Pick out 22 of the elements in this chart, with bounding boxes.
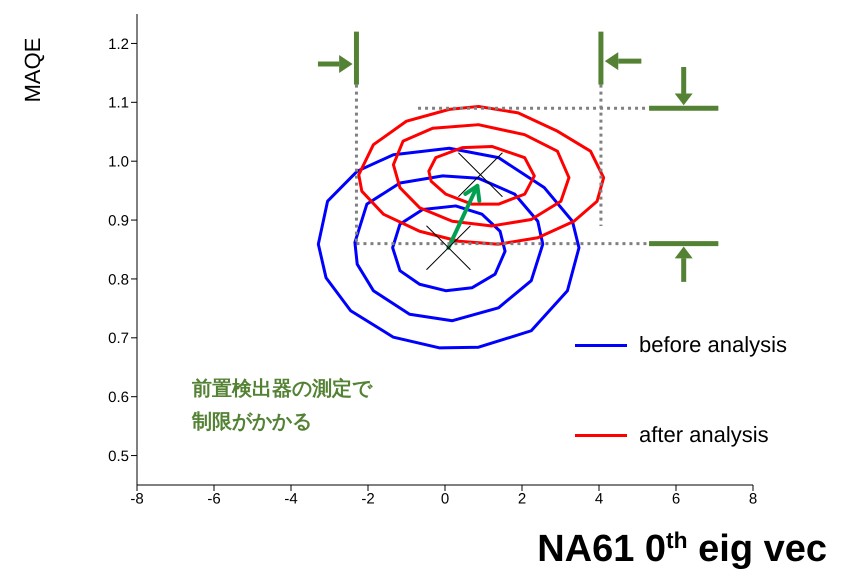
x-tick-label: 8 [748, 490, 758, 508]
y-tick-label: 0.8 [108, 271, 129, 288]
y-tick-label: 0.9 [108, 212, 129, 230]
annotation: before analysis [639, 332, 787, 358]
x-tick-label: 4 [594, 490, 604, 508]
x-tick-label: -2 [361, 490, 375, 508]
y-tick-label: 1.0 [108, 154, 129, 171]
y-tick-label: 0.5 [108, 448, 129, 465]
x-tick-label: -6 [207, 490, 221, 508]
y-axis-title: MAQE [20, 38, 45, 102]
x-axis-title: NA61 0$^{th}$ eig vec [537, 527, 827, 570]
annotation: after analysis [639, 422, 769, 448]
y-tick-label: 0.7 [108, 330, 129, 348]
x-tick-label: -8 [130, 490, 144, 508]
x-tick-label: 0 [440, 490, 450, 508]
x-tick-label: 6 [672, 490, 680, 508]
x-tick-label: -4 [284, 490, 298, 508]
y-tick-label: 1.2 [108, 36, 129, 53]
annotation: 前置検出器の測定で制限がかかる [192, 375, 374, 435]
y-tick-label: 1.1 [108, 94, 129, 112]
y-tick-label: 0.6 [108, 389, 129, 406]
x-tick-label: 2 [518, 490, 526, 508]
